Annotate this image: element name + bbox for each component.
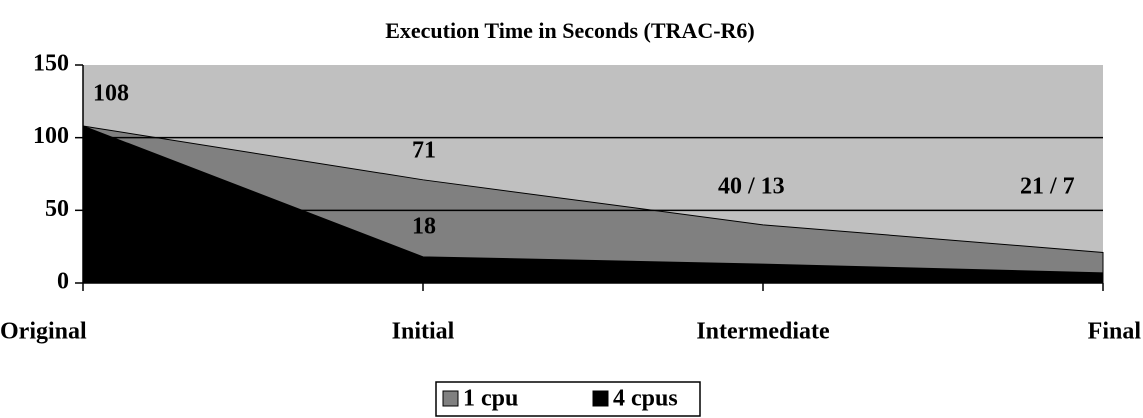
- x-tick-label: Final: [1088, 319, 1142, 345]
- annotation: 40 / 13: [718, 174, 785, 200]
- legend-label: 4 cpus: [613, 386, 678, 412]
- x-tick-label: Initial: [392, 319, 455, 345]
- x-tick-label: Intermediate: [696, 319, 830, 345]
- y-tick-label: 0: [57, 269, 69, 295]
- x-tick-label: Original: [0, 319, 87, 345]
- annotation: 71: [412, 138, 436, 164]
- legend-box: [435, 381, 701, 417]
- annotation: 18: [412, 214, 436, 240]
- y-tick-label: 50: [45, 196, 69, 222]
- annotation: 21 / 7: [1020, 174, 1075, 200]
- legend-swatch: [592, 390, 609, 407]
- legend-label: 1 cpu: [463, 386, 518, 412]
- y-tick-label: 100: [33, 123, 69, 149]
- annotation: 108: [93, 81, 129, 107]
- legend-swatch: [442, 390, 459, 407]
- chart-title: Execution Time in Seconds (TRAC-R6): [385, 18, 755, 43]
- y-tick-label: 150: [33, 51, 69, 77]
